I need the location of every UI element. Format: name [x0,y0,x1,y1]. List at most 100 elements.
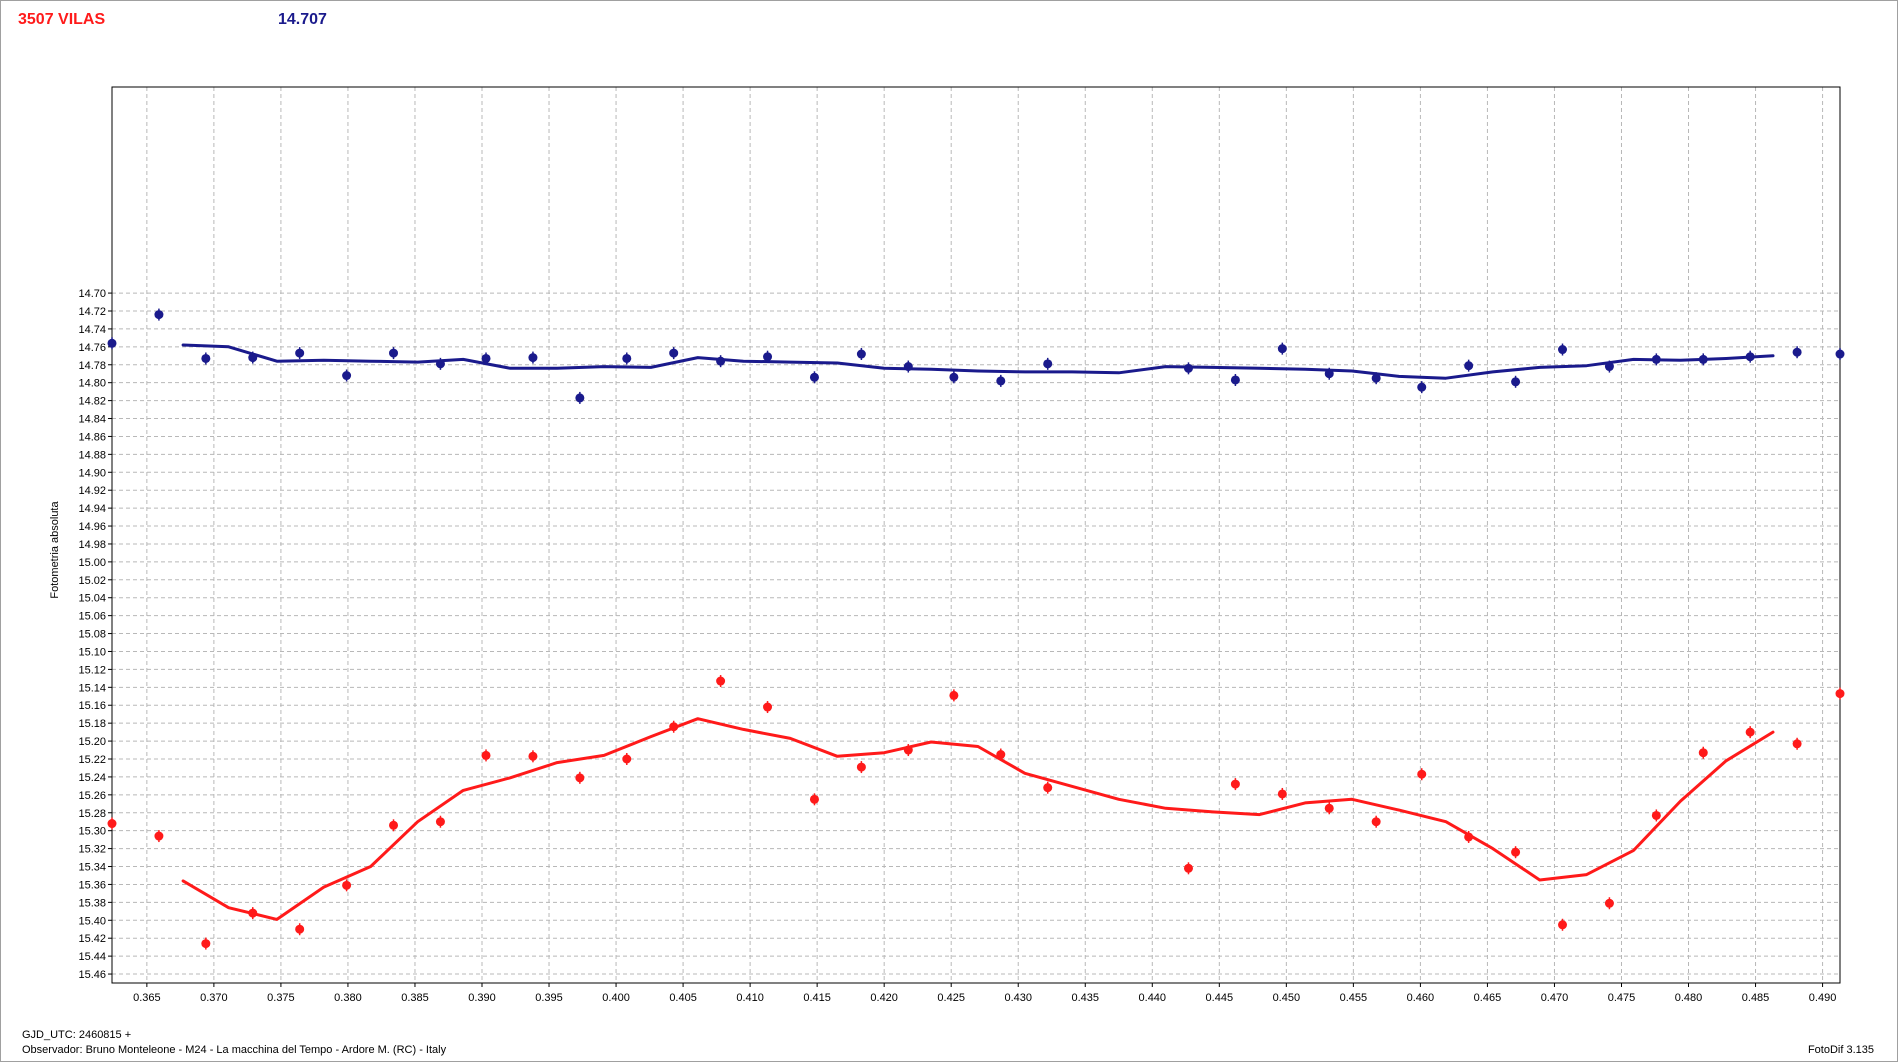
y-tick-labels: 14.70 14.72 14.74 14.76 14.78 14.80 14.82 14.84… [78,288,106,981]
data-point [248,908,258,918]
data-point [1835,349,1845,359]
data-point [1464,832,1474,842]
data-point [248,353,258,363]
data-point [949,372,959,382]
gjd-label: GJD_UTC: 2460815 + [22,1029,132,1041]
y-tick-label: 14.72 [78,306,106,318]
data-point [763,702,773,712]
x-tick-label: 0.365 [133,992,161,1004]
data-point [481,750,491,760]
data-point [1277,789,1287,799]
y-tick-label: 15.18 [78,718,106,730]
data-point [1792,347,1802,357]
y-tick-label: 15.00 [78,557,106,569]
axis-layer [108,86,1841,987]
data-point [481,353,491,363]
software-version-label: FotoDif 3.135 [1807,1044,1874,1056]
x-tick-label: 0.390 [468,992,496,1004]
data-point [1371,373,1381,383]
series-comparison [107,308,1845,404]
data-point [528,353,538,363]
y-tick-label: 14.94 [78,503,106,515]
x-tick-label: 0.490 [1809,992,1837,1004]
data-point [295,348,305,358]
y-tick-label: 14.96 [78,521,106,533]
data-point [622,353,632,363]
y-tick-label: 15.20 [78,736,106,748]
x-tick-label: 0.440 [1139,992,1167,1004]
data-point [154,310,164,320]
x-tick-label: 0.475 [1608,992,1636,1004]
x-tick-labels: 0.365 0.370 0.375 0.380 0.385 0.390 0.395 0.400… [133,992,1836,1004]
data-point [1183,863,1193,873]
x-tick-label: 0.480 [1675,992,1703,1004]
data-point [1230,375,1240,385]
y-tick-label: 14.86 [78,431,106,443]
data-point [1558,920,1568,930]
data-point [201,939,211,949]
x-tick-label: 0.420 [870,992,898,1004]
data-point [1324,369,1334,379]
y-tick-label: 15.26 [78,790,106,802]
y-tick-label: 15.40 [78,915,106,927]
x-tick-label: 0.400 [602,992,630,1004]
data-point [1511,847,1521,857]
data-point [1558,345,1568,355]
x-tick-label: 0.485 [1742,992,1770,1004]
data-point [435,359,445,369]
y-tick-label: 15.38 [78,897,106,909]
x-tick-label: 0.430 [1004,992,1032,1004]
data-point [716,676,726,686]
x-tick-label: 0.405 [669,992,697,1004]
data-point [1604,362,1614,372]
data-point [949,690,959,700]
data-point [435,817,445,827]
data-point [1511,377,1521,387]
data-point [763,352,773,362]
target-star-label: 3507 VILAS [18,11,106,28]
y-tick-label: 15.12 [78,664,106,676]
x-tick-label: 0.375 [267,992,295,1004]
data-point [575,773,585,783]
data-point [575,393,585,403]
data-point [669,722,679,732]
observer-label: Observador: Bruno Monteleone - M24 - La … [22,1044,447,1056]
x-tick-label: 0.385 [401,992,429,1004]
data-point [1651,354,1661,364]
data-point [342,371,352,381]
x-tick-label: 0.425 [937,992,965,1004]
data-point [1277,344,1287,354]
series-layer [107,308,1845,950]
data-point [1651,810,1661,820]
data-point [389,820,399,830]
data-point [622,754,632,764]
data-point [809,794,819,804]
y-tick-label: 14.80 [78,378,106,390]
y-tick-label: 15.28 [78,808,106,820]
y-tick-label: 15.24 [78,772,106,784]
y-tick-label: 15.30 [78,826,106,838]
data-point [1230,779,1240,789]
data-point [1417,769,1427,779]
y-tick-label: 14.88 [78,449,106,461]
y-tick-label: 15.08 [78,629,106,641]
data-point [1043,359,1053,369]
data-point [996,376,1006,386]
x-tick-label: 0.460 [1407,992,1435,1004]
y-tick-label: 15.04 [78,593,106,605]
data-point [1792,739,1802,749]
x-tick-label: 0.435 [1071,992,1099,1004]
y-tick-label: 15.02 [78,575,106,587]
y-tick-label: 14.78 [78,360,106,372]
series-target [107,675,1845,950]
y-tick-label: 15.22 [78,754,106,766]
data-point [1745,727,1755,737]
y-tick-label: 15.42 [78,933,106,945]
y-tick-label: 15.44 [78,951,106,963]
data-point [1604,898,1614,908]
data-point [1043,783,1053,793]
x-tick-label: 0.445 [1206,992,1234,1004]
x-tick-label: 0.380 [334,992,362,1004]
y-tick-label: 15.14 [78,682,106,694]
data-point [903,745,913,755]
